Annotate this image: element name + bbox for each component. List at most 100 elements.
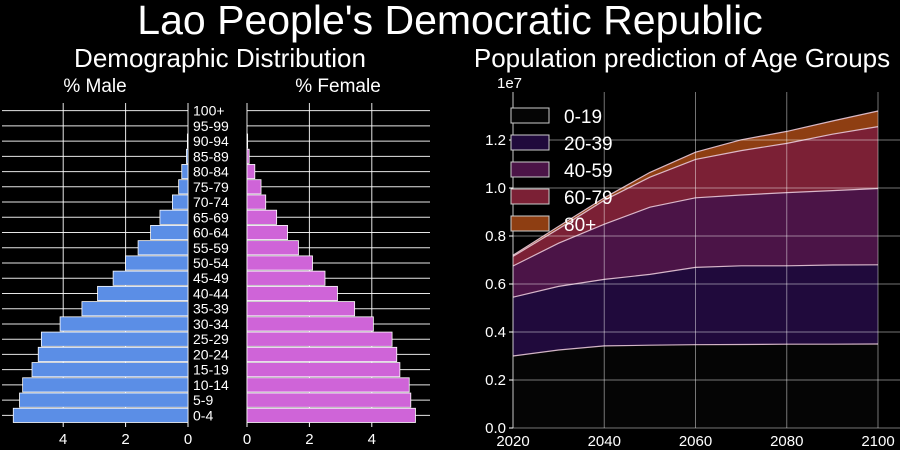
legend-swatch-80+: [510, 215, 550, 232]
age-group-label: 85-89: [193, 148, 229, 164]
area-x-tick-label: 2100: [861, 433, 894, 450]
age-group-label: 75-79: [193, 179, 229, 195]
figure-title: Lao People's Democratic Republic: [137, 0, 763, 43]
female-bar: [246, 346, 398, 362]
area-boundary-line: [512, 126, 879, 257]
age-group-label: 25-29: [193, 331, 229, 347]
area-boundary-line: [512, 343, 879, 357]
age-group-label: 45-49: [193, 270, 229, 286]
area-boundary-line: [512, 264, 879, 298]
female-bar: [246, 240, 299, 256]
male-tick-label: 4: [59, 431, 67, 448]
female-bar: [246, 255, 313, 271]
area-y-tick-label: 0.0: [485, 420, 506, 437]
female-label: % Female: [295, 76, 381, 97]
male-bar: [137, 240, 189, 256]
female-bar: [246, 209, 278, 225]
area-x-tick-label: 2080: [770, 433, 803, 450]
age-group-label: 100+: [193, 103, 225, 119]
female-bar: [246, 331, 393, 347]
female-tick-label: 4: [368, 431, 376, 448]
male-bar: [125, 255, 189, 271]
area-x-tick-label: 2060: [679, 433, 712, 450]
female-bar: [246, 392, 412, 408]
area-y-tick-label: 0.4: [485, 324, 506, 341]
area-chart-title: Population prediction of Age Groups: [473, 43, 891, 73]
female-bar: [246, 164, 256, 180]
area-boundary-line: [512, 187, 879, 267]
legend-label: 80+: [564, 215, 596, 236]
legend-swatch-0-19: [510, 107, 550, 124]
male-bar: [97, 285, 189, 301]
legend-swatch-20-39: [510, 134, 550, 151]
area-y-tick-label: 1.0: [485, 180, 506, 197]
male-label: % Male: [63, 76, 127, 97]
male-bar: [12, 407, 189, 423]
male-bar: [186, 133, 189, 149]
area-y-tick-label: 0.2: [485, 372, 506, 389]
female-tick-label: 0: [243, 431, 251, 448]
female-bar: [246, 301, 356, 317]
male-bar: [150, 225, 189, 241]
female-bar: [246, 225, 288, 241]
age-group-label: 65-69: [193, 209, 229, 225]
male-bar: [59, 316, 189, 332]
legend-swatch-60-79: [510, 188, 550, 205]
female-bar: [246, 316, 374, 332]
female-bar: [246, 377, 410, 393]
male-bar: [181, 164, 189, 180]
legend-label: 20-39: [564, 134, 613, 155]
age-group-label: 20-24: [193, 346, 229, 362]
male-bar: [40, 331, 189, 347]
male-bar: [31, 362, 189, 378]
age-group-label: 50-54: [193, 255, 229, 271]
age-group-label: 35-39: [193, 301, 229, 317]
male-bar: [171, 194, 189, 210]
age-group-label: 40-44: [193, 285, 229, 301]
female-bar: [246, 362, 401, 378]
legend-label: 40-59: [564, 161, 613, 182]
age-group-label: 5-9: [193, 392, 213, 408]
age-group-label: 70-74: [193, 194, 229, 210]
male-tick-label: 0: [184, 431, 192, 448]
area-y-tick-label: 0.8: [485, 228, 506, 245]
male-bar: [19, 392, 189, 408]
legend-swatch-40-59: [510, 161, 550, 178]
female-bar: [246, 270, 326, 286]
age-group-label: 90-94: [193, 133, 229, 149]
age-group-label: 95-99: [193, 118, 229, 134]
area-boundary-line: [512, 110, 879, 256]
male-bar: [159, 209, 189, 225]
legend-label: 0-19: [564, 107, 602, 128]
age-group-label: 55-59: [193, 240, 229, 256]
male-bar: [178, 179, 189, 195]
age-group-label: 60-64: [193, 225, 229, 241]
female-bar: [246, 194, 267, 210]
area-x-tick-label: 2020: [496, 433, 529, 450]
area-series-80+: [513, 111, 878, 257]
male-bar: [186, 148, 189, 164]
female-bar: [246, 148, 250, 164]
area-series-40-59: [513, 188, 878, 298]
age-group-label: 15-19: [193, 362, 229, 378]
male-bar: [81, 301, 189, 317]
female-bar: [246, 133, 249, 149]
area-y-tick-label: 0.6: [485, 276, 506, 293]
scale-label: 1e7: [497, 75, 523, 92]
male-bar: [22, 377, 189, 393]
area-series-60-79: [513, 126, 878, 266]
legend-label: 60-79: [564, 188, 613, 209]
male-tick-label: 2: [121, 431, 129, 448]
female-bar: [246, 407, 416, 423]
pyramid-title: Demographic Distribution: [74, 43, 366, 73]
age-group-label: 10-14: [193, 377, 229, 393]
area-x-tick-label: 2040: [588, 433, 621, 450]
female-bar: [246, 285, 338, 301]
age-group-label: 0-4: [193, 407, 213, 423]
area-series-0-19: [513, 344, 878, 428]
age-group-label: 30-34: [193, 316, 229, 332]
area-y-tick-label: 1.2: [485, 132, 506, 149]
female-tick-label: 2: [305, 431, 313, 448]
